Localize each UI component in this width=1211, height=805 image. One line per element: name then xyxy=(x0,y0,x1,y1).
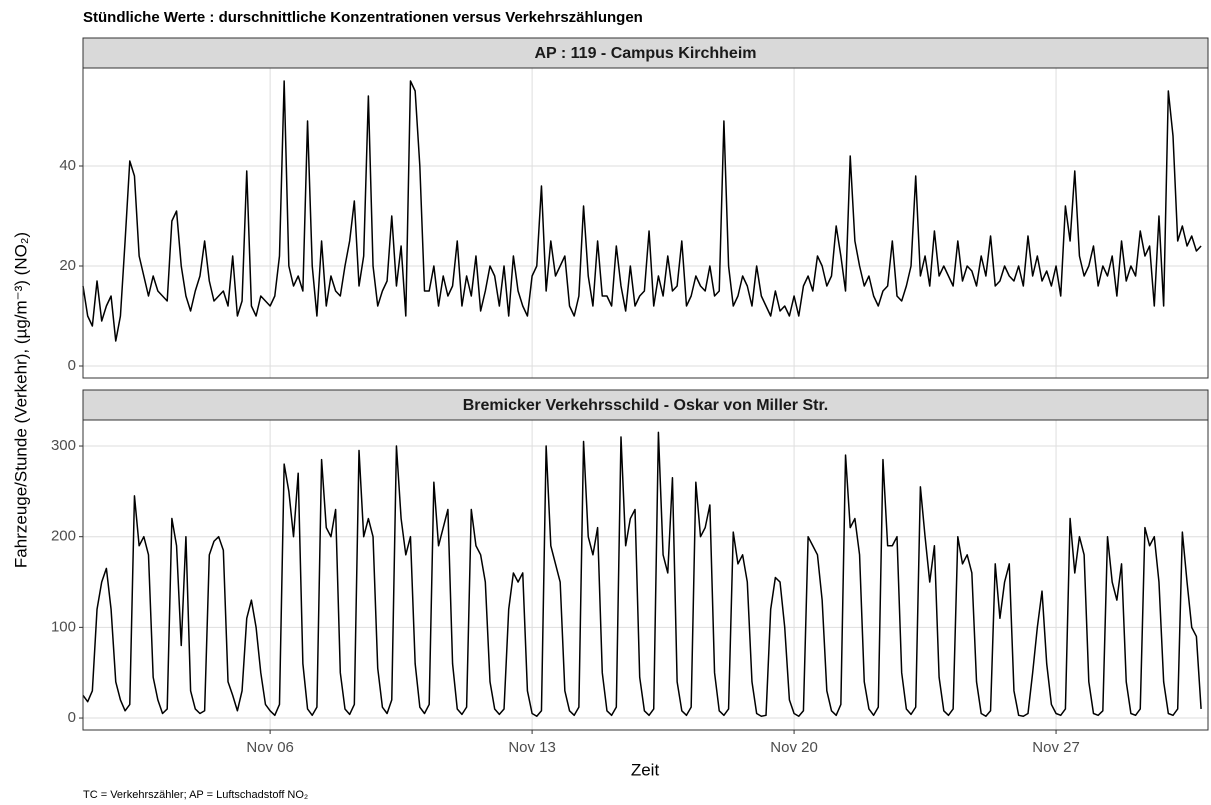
y-tick-label: 20 xyxy=(59,257,76,274)
panel-title: AP : 119 - Campus Kirchheim xyxy=(535,45,757,62)
x-tick-label: Nov 13 xyxy=(508,739,556,756)
strip-background xyxy=(82,389,1209,421)
data-line xyxy=(82,80,1202,342)
strip-background xyxy=(82,37,1209,69)
panel-border xyxy=(82,67,1209,379)
y-tick-label: 0 xyxy=(68,709,76,726)
panel-background xyxy=(83,420,1208,730)
panel-background xyxy=(83,68,1208,378)
panel-border xyxy=(82,419,1209,731)
data-line xyxy=(82,431,1202,717)
chart-title: Stündliche Werte : durschnittliche Konze… xyxy=(83,9,643,26)
y-tick-label: 300 xyxy=(51,437,76,454)
x-tick-label: Nov 27 xyxy=(1032,739,1080,756)
y-tick-label: 0 xyxy=(68,357,76,374)
y-tick-label: 200 xyxy=(51,528,76,545)
y-axis-label: Fahrzeuge/Stunde (Verkehr), (µg/m⁻³) (NO… xyxy=(11,232,30,568)
panel-title: Bremicker Verkehrsschild - Oskar von Mil… xyxy=(463,397,829,414)
caption: TC = Verkehrszähler; AP = Luftschadstoff… xyxy=(83,789,308,801)
x-tick-label: Nov 06 xyxy=(246,739,294,756)
y-tick-label: 40 xyxy=(59,157,76,174)
x-tick-label: Nov 20 xyxy=(770,739,818,756)
x-axis-label: Zeit xyxy=(631,760,660,779)
y-tick-label: 100 xyxy=(51,618,76,635)
